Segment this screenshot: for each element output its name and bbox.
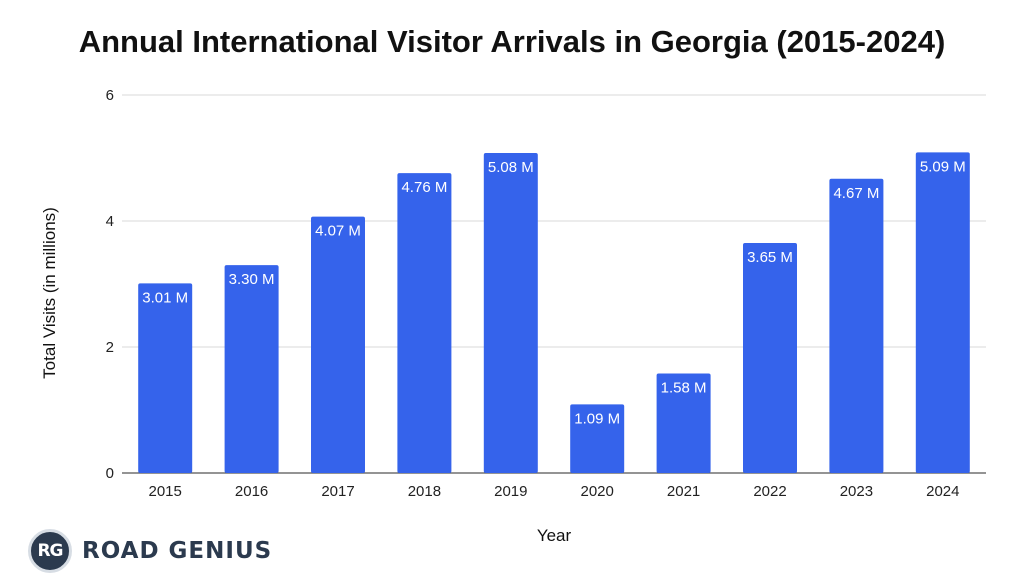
y-tick-label: 4: [106, 213, 114, 230]
x-axis-title: Year: [537, 526, 572, 545]
x-tick-label: 2024: [926, 483, 959, 500]
bar: [743, 243, 797, 473]
bar-data-label: 5.08 M: [488, 159, 534, 176]
bar: [570, 404, 625, 473]
bar-data-label: 1.09 M: [574, 410, 620, 427]
bar-data-label: 3.01 M: [142, 289, 188, 306]
y-axis-ticks: 0 2 4 6: [106, 87, 114, 482]
x-tick-label: 2020: [581, 483, 614, 500]
bar-data-label: 5.09 M: [920, 158, 966, 175]
bar: [829, 178, 884, 474]
x-tick-label: 2022: [753, 483, 786, 500]
bar-data-label: 1.58 M: [661, 379, 707, 396]
bar: [397, 173, 452, 473]
chart-title: Annual International Visitor Arrivals in…: [78, 24, 946, 59]
x-tick-label: 2015: [149, 483, 182, 500]
bar-data-label: 3.30 M: [229, 271, 275, 288]
bar: [311, 216, 365, 473]
bar: [138, 283, 193, 473]
x-tick-label: 2016: [235, 483, 268, 500]
x-axis-ticks: 2015 2016 2017 2018 2019 2020 2021 2022 2023 2024: [149, 483, 960, 500]
y-tick-label: 0: [106, 465, 114, 482]
bar: [915, 152, 970, 473]
bar-data-label: 4.76 M: [401, 179, 447, 196]
y-tick-label: 2: [106, 339, 114, 356]
y-axis-title: Total Visits (in millions): [40, 207, 59, 379]
x-tick-label: 2021: [667, 483, 700, 500]
bar-data-label: 4.07 M: [315, 223, 361, 240]
x-tick-label: 2018: [408, 483, 441, 500]
bar: [483, 152, 538, 473]
brand-name: ROAD GENIUS: [82, 538, 273, 564]
brand-badge-icon: RG: [28, 529, 72, 573]
bar: [224, 265, 279, 473]
brand-logo: RG ROAD GENIUS: [28, 528, 272, 574]
bars: 3.01 M 3.30 M 4.07 M 4.76 M 5.08 M 1.09 M 1.58…: [138, 152, 970, 474]
x-tick-label: 2019: [494, 483, 527, 500]
x-tick-label: 2023: [840, 483, 873, 500]
x-tick-label: 2017: [321, 483, 354, 500]
bar-data-label: 4.67 M: [833, 185, 879, 202]
bar: [656, 373, 711, 473]
bar-data-label: 3.65 M: [747, 249, 793, 266]
y-tick-label: 6: [106, 87, 114, 104]
